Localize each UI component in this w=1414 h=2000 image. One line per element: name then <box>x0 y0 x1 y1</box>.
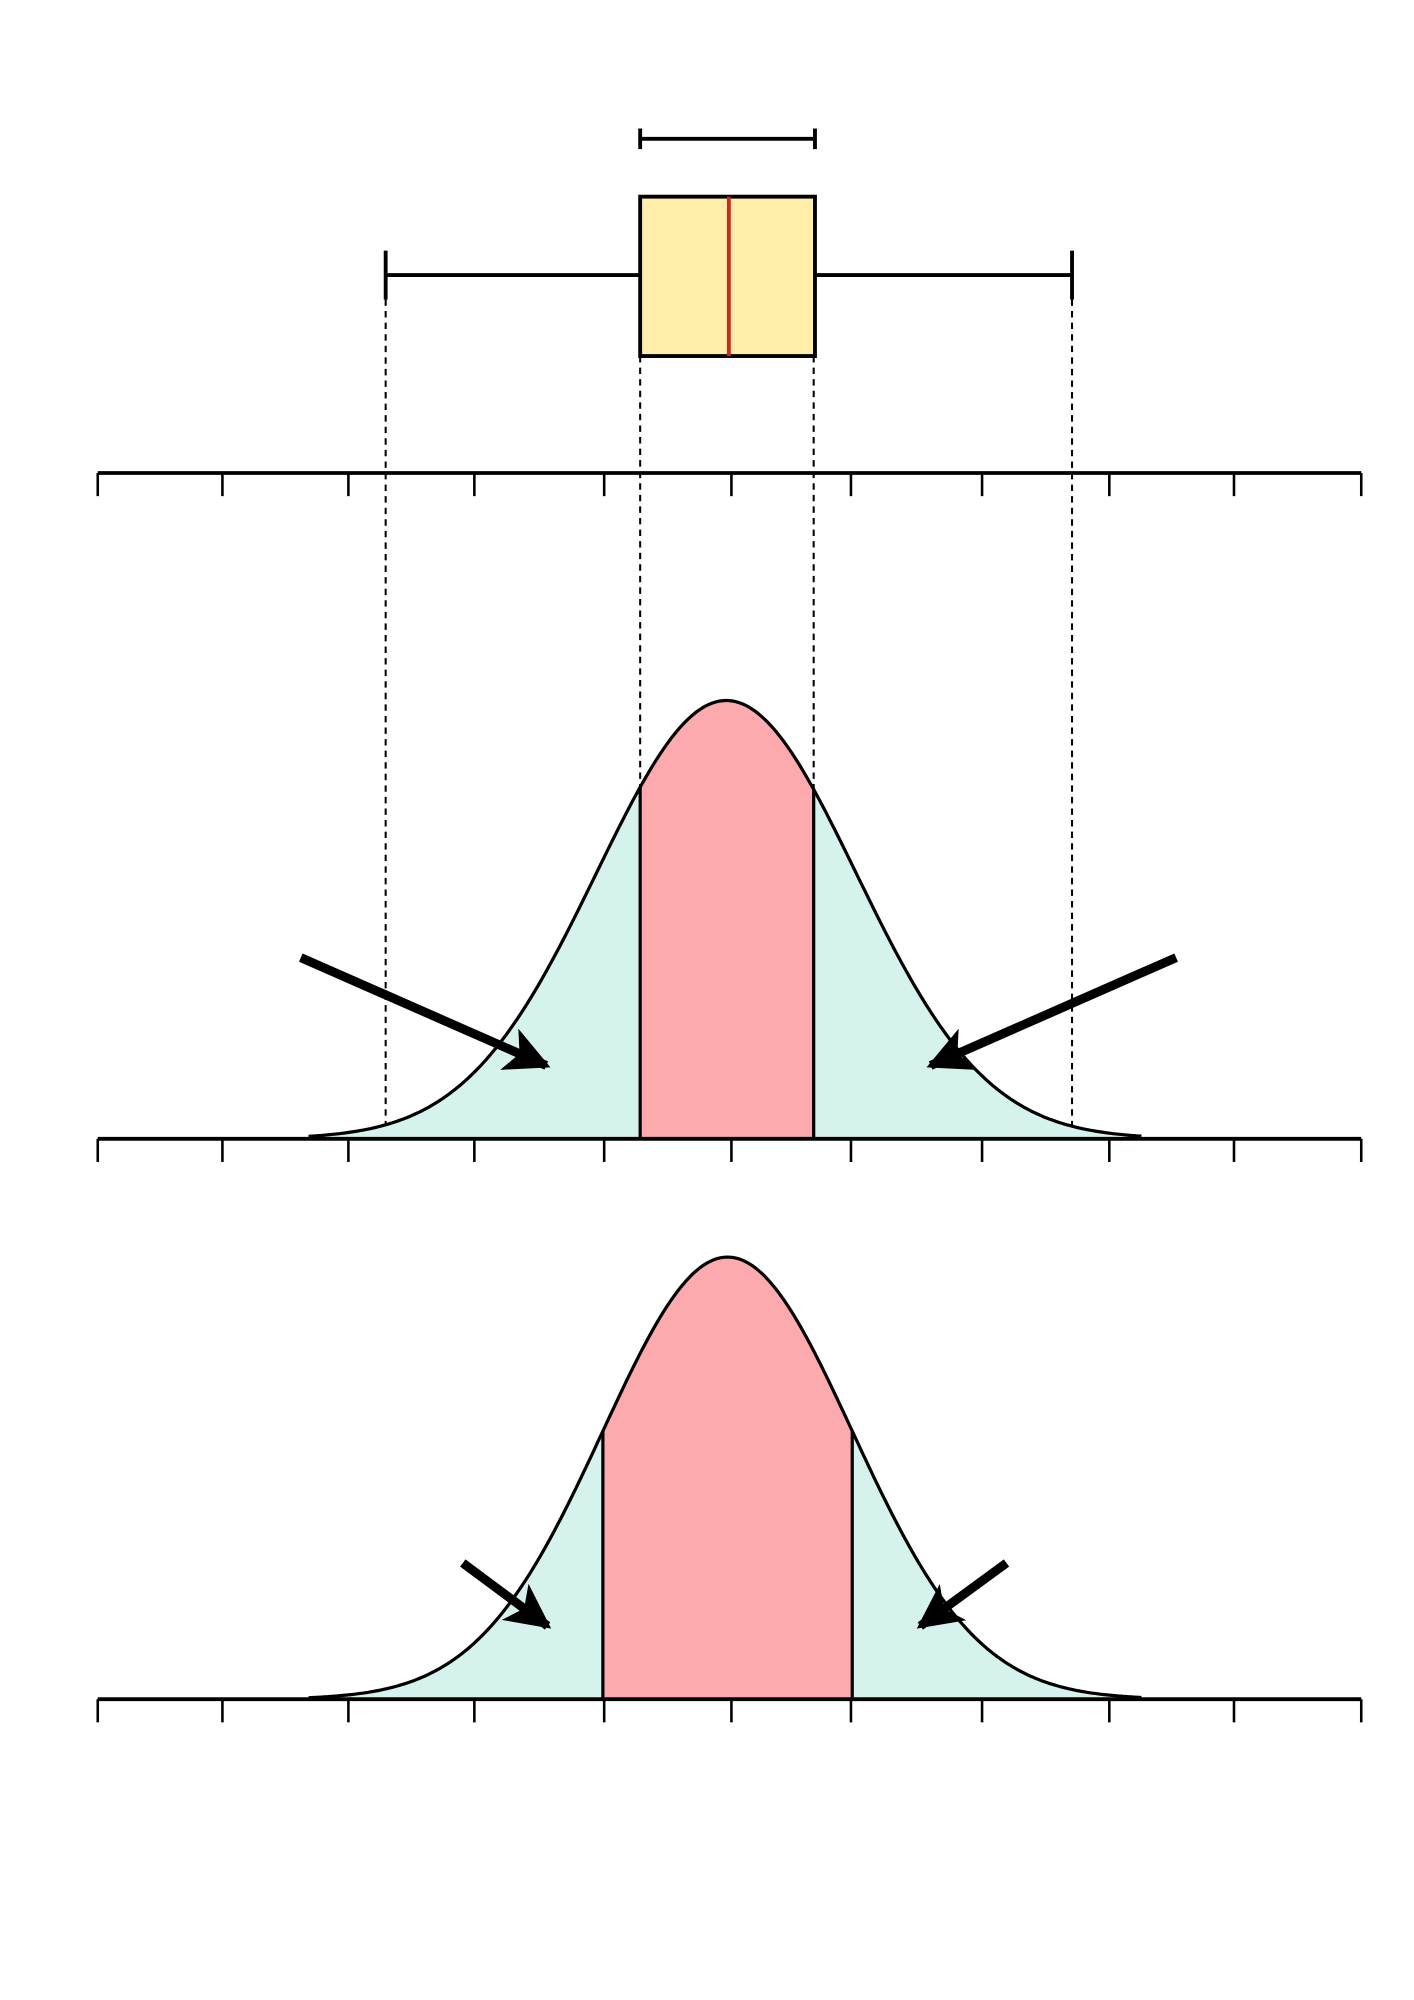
arrow <box>460 1559 552 1630</box>
arrow <box>916 1559 1010 1630</box>
curve <box>308 698 1142 1138</box>
axes <box>96 471 1363 1723</box>
distribution-iqr <box>299 698 1178 1139</box>
boxplot <box>383 128 1074 358</box>
arrow <box>299 953 551 1070</box>
distribution-sigma <box>308 1255 1142 1700</box>
curve <box>308 1255 1142 1700</box>
center-area <box>640 700 814 1139</box>
arrow <box>926 953 1178 1070</box>
center-area <box>602 1257 853 1700</box>
